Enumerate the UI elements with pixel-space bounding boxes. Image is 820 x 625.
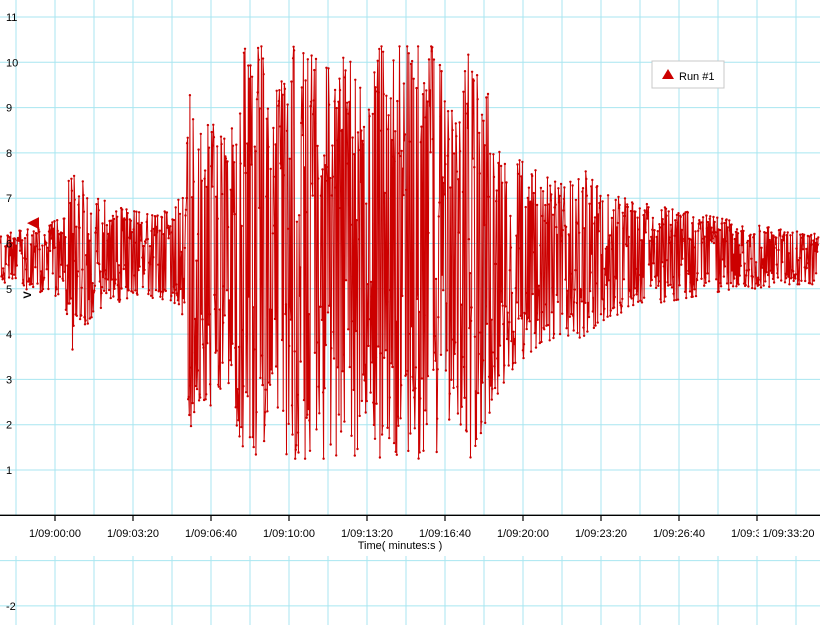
svg-text:7: 7 [6, 193, 12, 205]
svg-text:11: 11 [6, 12, 17, 24]
legend-marker-triangle [662, 69, 674, 79]
svg-text:4: 4 [6, 329, 12, 341]
y-axis-label: V [22, 291, 34, 299]
svg-text:2: 2 [6, 420, 12, 432]
svg-text:1/09:33:20: 1/09:33:20 [763, 528, 815, 540]
svg-text:10: 10 [6, 57, 18, 69]
svg-text:1/09:20:00: 1/09:20:00 [497, 528, 549, 540]
svg-text:1/09:13:20: 1/09:13:20 [341, 528, 393, 540]
x-tick-marks [54, 515, 758, 521]
waveform-series [0, 45, 820, 460]
svg-text:6: 6 [6, 239, 12, 251]
svg-text:1/09:26:40: 1/09:26:40 [653, 528, 705, 540]
cursor-marker-triangle[interactable] [27, 217, 39, 230]
svg-text:1/09:00:00: 1/09:00:00 [29, 528, 81, 540]
svg-text:8: 8 [6, 148, 12, 160]
svg-text:5: 5 [6, 284, 12, 296]
svg-text:9: 9 [6, 103, 12, 115]
svg-text:1/09:16:40: 1/09:16:40 [419, 528, 471, 540]
x-tick-labels: 1/09:00:00 1/09:03:20 1/09:06:40 1/09:10:00… [25, 526, 818, 540]
svg-text:1: 1 [6, 465, 12, 477]
waveform-points [0, 45, 820, 460]
y-tick-labels: 11 10 9 8 7 6 5 4 3 2 1 -2 [6, 12, 18, 613]
legend-box [651, 60, 725, 89]
svg-text:3: 3 [6, 374, 12, 386]
svg-text:1/09:10:00: 1/09:10:00 [263, 528, 315, 540]
svg-text:1/09:03:20: 1/09:03:20 [107, 528, 159, 540]
x-axis-title: Time( minutes:s ) [358, 540, 443, 552]
svg-text:-2: -2 [6, 601, 16, 613]
svg-text:1/09:23:20: 1/09:23:20 [575, 528, 627, 540]
svg-text:1/09:06:40: 1/09:06:40 [185, 528, 237, 540]
legend[interactable]: Run #1 [651, 60, 725, 89]
legend-series-label: Run #1 [679, 71, 714, 83]
waveform-line [0, 46, 819, 459]
